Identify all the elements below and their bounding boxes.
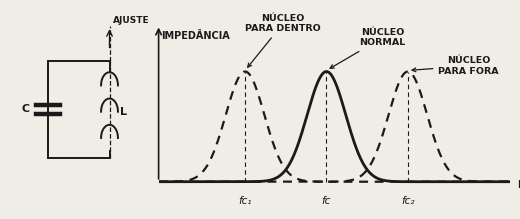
Text: fc₂: fc₂ [401,196,414,206]
Text: C: C [22,104,30,115]
Text: NÚCLEO
NORMAL: NÚCLEO NORMAL [330,28,406,68]
Text: L: L [120,107,127,117]
Text: IMPEDÂNCIA: IMPEDÂNCIA [161,32,230,41]
Text: NÚCLEO
PARA FORA: NÚCLEO PARA FORA [412,56,499,76]
Text: NÚCLEO
PARA DENTRO: NÚCLEO PARA DENTRO [245,14,321,67]
Text: AJUSTE: AJUSTE [113,16,149,25]
Text: fc₁: fc₁ [238,196,252,206]
Text: fc: fc [322,196,331,206]
Text: FREQÜÊNCIA: FREQÜÊNCIA [517,178,520,190]
